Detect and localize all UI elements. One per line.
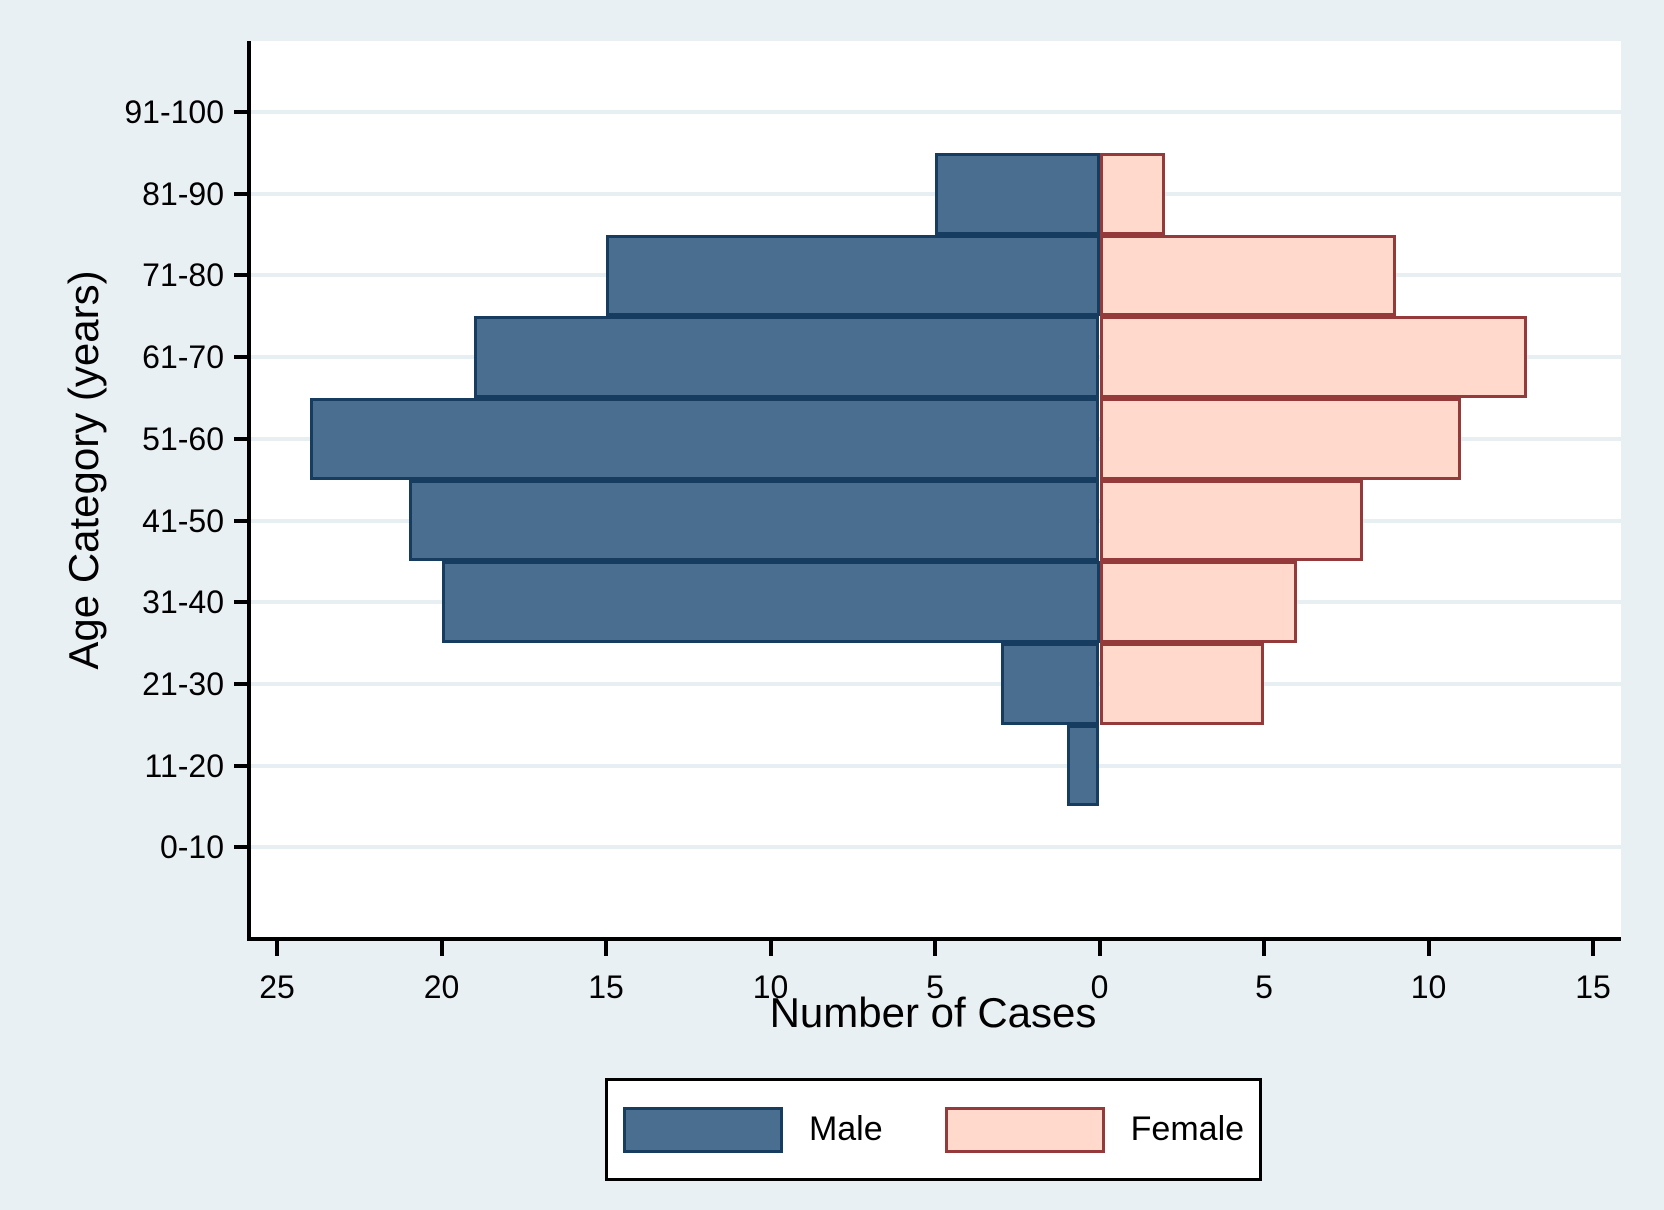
y-tick-0-10 bbox=[234, 845, 248, 850]
x-tick-left-5 bbox=[933, 941, 937, 956]
gridline-0-10 bbox=[250, 845, 1621, 850]
male-bar-81-90 bbox=[935, 152, 1100, 235]
male-bar-41-50 bbox=[408, 479, 1100, 562]
gridline-21-30 bbox=[250, 681, 1621, 686]
y-tick-61-70 bbox=[234, 355, 248, 360]
legend-label-male: Male bbox=[808, 1110, 883, 1148]
x-tick-label-right-10: 10 bbox=[1410, 969, 1447, 1005]
male-bar-61-70 bbox=[474, 316, 1100, 398]
male-bar-71-80 bbox=[606, 234, 1100, 317]
x-axis-line bbox=[247, 937, 1621, 941]
y-tick-71-80 bbox=[234, 273, 248, 278]
x-tick-label-right-15: 15 bbox=[1575, 969, 1611, 1005]
y-tick-label-71-80: 71-80 bbox=[142, 257, 224, 294]
y-tick-label-31-40: 31-40 bbox=[142, 584, 224, 621]
y-axis-line bbox=[247, 41, 251, 941]
x-tick-right-5 bbox=[1262, 941, 1266, 956]
y-tick-label-51-60: 51-60 bbox=[142, 420, 224, 457]
x-tick-label-zero: 0 bbox=[1090, 969, 1109, 1005]
x-tick-label-left-25: 25 bbox=[259, 969, 295, 1005]
y-tick-label-41-50: 41-50 bbox=[142, 502, 224, 539]
gridline-11-20 bbox=[250, 763, 1621, 768]
x-tick-left-10 bbox=[768, 941, 773, 956]
y-tick-label-91-100: 91-100 bbox=[124, 94, 224, 130]
male-bar-51-60 bbox=[309, 397, 1100, 480]
y-tick-41-50 bbox=[234, 518, 248, 523]
y-tick-81-90 bbox=[234, 191, 248, 196]
y-tick-label-61-70: 61-70 bbox=[142, 339, 224, 376]
female-bar-51-60 bbox=[1099, 397, 1462, 480]
female-bar-81-90 bbox=[1099, 152, 1166, 235]
y-tick-91-100 bbox=[234, 110, 248, 114]
y-tick-label-81-90: 81-90 bbox=[142, 175, 224, 212]
x-tick-label-left-10: 10 bbox=[752, 969, 789, 1005]
female-bar-21-30 bbox=[1099, 643, 1264, 725]
y-tick-51-60 bbox=[234, 436, 248, 441]
y-tick-label-21-30: 21-30 bbox=[142, 665, 224, 702]
x-tick-left-15 bbox=[604, 941, 608, 956]
x-tick-zero bbox=[1097, 941, 1102, 956]
male-bar-11-20 bbox=[1066, 724, 1100, 807]
female-bar-41-50 bbox=[1099, 479, 1363, 562]
female-bar-61-70 bbox=[1099, 316, 1528, 398]
x-tick-right-10 bbox=[1426, 941, 1431, 956]
gridline-91-100 bbox=[250, 110, 1621, 114]
female-swatch bbox=[944, 1106, 1105, 1153]
legend-item-female: Female bbox=[944, 1106, 1245, 1153]
legend: Male Female bbox=[605, 1078, 1262, 1181]
female-bar-71-80 bbox=[1099, 234, 1396, 317]
y-tick-31-40 bbox=[234, 600, 248, 605]
male-bar-31-40 bbox=[441, 561, 1100, 644]
x-axis-title: Number of Cases bbox=[769, 989, 1097, 1036]
x-tick-label-left-15: 15 bbox=[588, 969, 624, 1005]
y-tick-11-20 bbox=[234, 763, 248, 768]
male-bar-21-30 bbox=[1000, 643, 1100, 725]
x-tick-label-right-5: 5 bbox=[1255, 969, 1273, 1005]
legend-item-male: Male bbox=[622, 1106, 883, 1153]
y-tick-label-11-20: 11-20 bbox=[144, 747, 224, 784]
male-swatch bbox=[622, 1106, 783, 1153]
legend-label-female: Female bbox=[1130, 1110, 1245, 1148]
y-tick-21-30 bbox=[234, 681, 248, 686]
y-tick-label-0-10: 0-10 bbox=[159, 829, 224, 866]
x-tick-right-15 bbox=[1591, 941, 1595, 956]
female-bar-31-40 bbox=[1099, 561, 1297, 644]
x-tick-left-20 bbox=[439, 941, 444, 956]
x-tick-label-left-5: 5 bbox=[926, 969, 944, 1005]
x-tick-label-left-20: 20 bbox=[423, 969, 460, 1005]
x-tick-left-25 bbox=[275, 941, 279, 956]
